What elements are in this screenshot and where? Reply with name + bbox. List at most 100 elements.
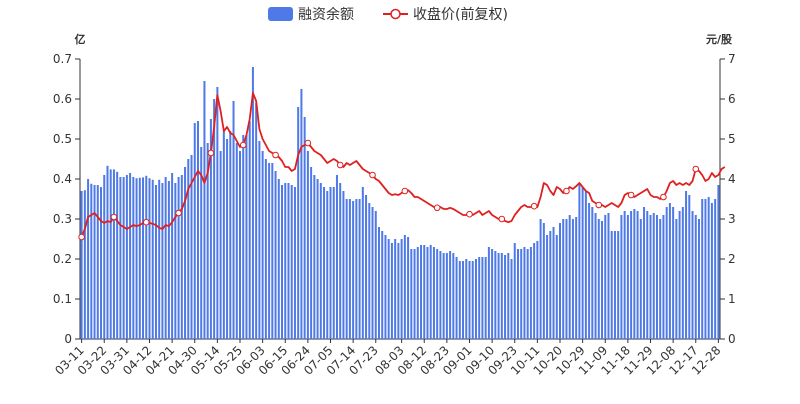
bar[interactable] <box>326 191 329 339</box>
bar[interactable] <box>513 243 516 339</box>
bar[interactable] <box>523 247 526 339</box>
bar[interactable] <box>164 177 167 339</box>
bar[interactable] <box>187 159 190 339</box>
bar[interactable] <box>125 175 128 339</box>
bar[interactable] <box>381 231 384 339</box>
bar[interactable] <box>83 190 86 339</box>
bar[interactable] <box>232 101 235 339</box>
bar[interactable] <box>384 235 387 339</box>
bar[interactable] <box>655 215 658 339</box>
bar[interactable] <box>462 261 465 339</box>
bar[interactable] <box>177 177 180 339</box>
bar[interactable] <box>420 245 423 339</box>
bar[interactable] <box>245 135 248 339</box>
bar[interactable] <box>429 245 432 339</box>
bar[interactable] <box>377 227 380 339</box>
bar[interactable] <box>678 211 681 339</box>
bar[interactable] <box>339 183 342 339</box>
bar[interactable] <box>468 261 471 339</box>
bar[interactable] <box>216 87 219 339</box>
bar[interactable] <box>112 169 115 339</box>
bar[interactable] <box>190 155 193 339</box>
price-point[interactable] <box>563 187 570 195</box>
bar[interactable] <box>410 249 413 339</box>
price-point[interactable] <box>207 149 215 157</box>
bar[interactable] <box>142 177 145 339</box>
bar[interactable] <box>445 253 448 339</box>
bar[interactable] <box>303 117 306 339</box>
bar[interactable] <box>209 119 212 339</box>
bar[interactable] <box>439 251 442 339</box>
bar[interactable] <box>332 187 335 339</box>
bar[interactable] <box>562 219 565 339</box>
bar[interactable] <box>238 151 242 339</box>
bar[interactable] <box>103 175 106 339</box>
bar[interactable] <box>672 207 675 339</box>
bar[interactable] <box>591 207 594 339</box>
bar[interactable] <box>500 253 503 339</box>
bar[interactable] <box>710 203 713 339</box>
bar[interactable] <box>196 121 199 339</box>
bar[interactable] <box>390 243 393 339</box>
bar[interactable] <box>119 177 122 339</box>
bar[interactable] <box>226 139 229 339</box>
bar[interactable] <box>213 99 216 339</box>
bar[interactable] <box>329 187 332 339</box>
bar[interactable] <box>148 178 151 339</box>
price-point[interactable] <box>336 161 344 169</box>
bar[interactable] <box>507 253 510 339</box>
price-point[interactable] <box>272 151 279 159</box>
bar[interactable] <box>491 249 494 339</box>
bar[interactable] <box>167 181 170 339</box>
bar[interactable] <box>549 231 552 339</box>
bar[interactable] <box>319 183 322 339</box>
bar[interactable] <box>151 179 154 339</box>
bar[interactable] <box>310 167 313 339</box>
bar[interactable] <box>571 219 574 339</box>
bar[interactable] <box>442 253 445 339</box>
bar[interactable] <box>335 175 338 339</box>
bar[interactable] <box>533 243 536 339</box>
bar[interactable] <box>588 203 591 339</box>
bar[interactable] <box>313 175 316 339</box>
bar[interactable] <box>219 151 222 339</box>
bar[interactable] <box>387 239 390 339</box>
bar[interactable] <box>258 141 261 339</box>
bar[interactable] <box>90 183 93 339</box>
price-point[interactable] <box>692 165 700 173</box>
bar[interactable] <box>203 81 206 339</box>
bar[interactable] <box>659 219 662 339</box>
bar[interactable] <box>251 67 254 339</box>
bar[interactable] <box>284 183 287 339</box>
bar[interactable] <box>135 178 138 339</box>
bar[interactable] <box>604 215 607 339</box>
price-point[interactable] <box>369 171 376 179</box>
bar[interactable] <box>633 209 636 339</box>
bar[interactable] <box>685 191 688 339</box>
bar[interactable] <box>323 187 326 339</box>
bar[interactable] <box>436 249 439 339</box>
bar[interactable] <box>316 179 319 339</box>
bar[interactable] <box>581 187 584 339</box>
bar[interactable] <box>242 135 245 339</box>
legend[interactable]: 融资余额 收盘价(前复权) <box>268 6 508 23</box>
bar[interactable] <box>717 185 720 339</box>
price-point[interactable] <box>466 210 473 218</box>
bar[interactable] <box>626 215 629 339</box>
bar[interactable] <box>630 211 633 339</box>
bar[interactable] <box>552 227 555 339</box>
bar[interactable] <box>662 215 665 339</box>
bar[interactable] <box>494 251 497 339</box>
bar[interactable] <box>487 247 490 339</box>
bar[interactable] <box>116 171 119 339</box>
bar[interactable] <box>268 163 271 339</box>
bar[interactable] <box>306 151 309 339</box>
bar[interactable] <box>697 219 700 339</box>
legend-item-bar[interactable]: 融资余额 <box>268 6 354 23</box>
bar[interactable] <box>652 213 655 339</box>
bar[interactable] <box>575 217 578 339</box>
bar[interactable] <box>607 213 610 339</box>
legend-item-line[interactable]: 收盘价(前复权) <box>383 6 508 23</box>
bar[interactable] <box>222 131 225 339</box>
bar[interactable] <box>520 249 523 339</box>
